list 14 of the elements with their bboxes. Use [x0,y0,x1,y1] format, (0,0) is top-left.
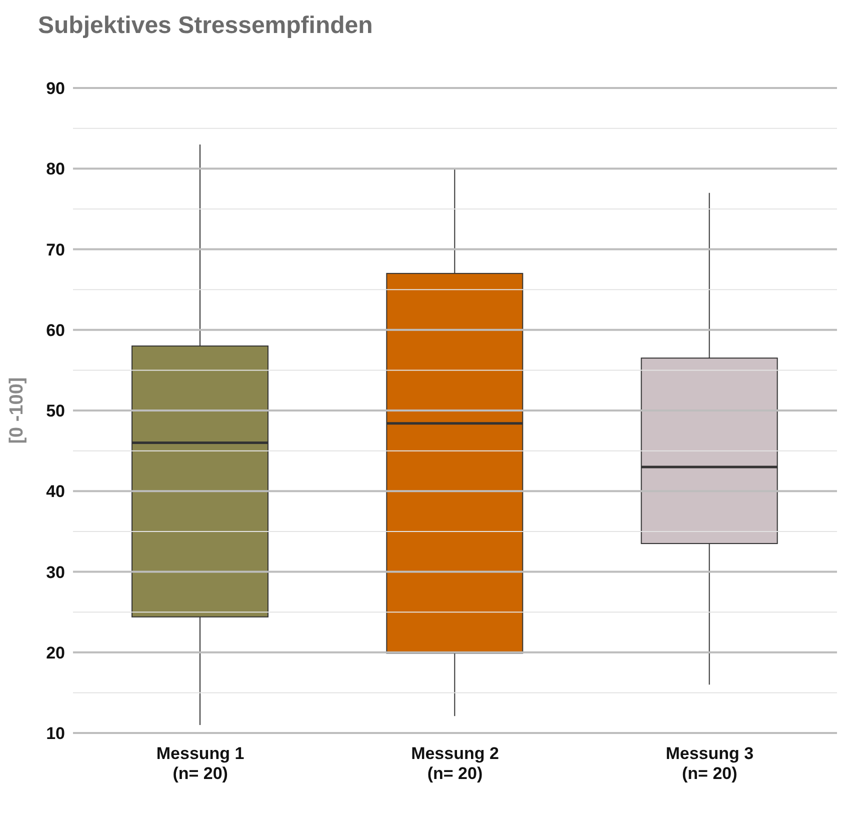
y-tick-label: 10 [46,724,65,744]
x-tick-label: Messung 1 (n= 20) [156,744,244,783]
y-tick-label: 40 [46,482,65,502]
y-tick-label: 50 [46,402,65,421]
y-tick-label: 90 [46,79,65,98]
y-tick-label: 80 [46,160,65,179]
x-tick-label: Messung 3 (n= 20) [666,744,754,783]
y-tick-label: 30 [46,562,65,582]
y-axis-title: [0 -100] [6,377,28,444]
y-tick-label: 70 [46,240,65,260]
chart-title: Subjektives Stressempfinden [37,11,374,41]
x-tick-label: Messung 2 (n= 20) [411,744,499,783]
y-tick-label: 20 [46,643,65,662]
y-tick-label: 60 [46,320,65,340]
